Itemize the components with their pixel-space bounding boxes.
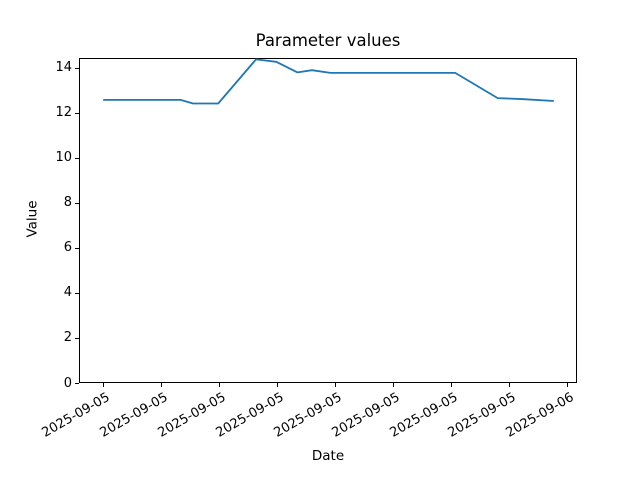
plot-area <box>79 58 577 383</box>
y-tick-label: 14 <box>55 60 72 76</box>
x-tick-mark <box>103 383 105 387</box>
y-tick-mark <box>75 293 79 294</box>
series-line <box>103 58 554 105</box>
axes-spines <box>79 58 577 383</box>
y-tick-mark <box>75 202 79 204</box>
y-tick-mark <box>75 67 79 69</box>
x-tick-mark <box>393 383 395 387</box>
x-tick-mark <box>219 383 221 387</box>
x-tick-mark <box>335 383 337 387</box>
x-tick-mark <box>161 383 163 387</box>
y-tick-mark <box>75 157 79 159</box>
y-tick-mark <box>75 338 79 339</box>
y-tick-mark <box>75 112 79 114</box>
y-axis-label: Value <box>24 200 41 238</box>
x-tick-mark <box>509 383 511 387</box>
x-tick-mark <box>277 383 279 387</box>
y-tick-label: 2 <box>63 330 72 346</box>
y-tick-label: 10 <box>55 150 72 166</box>
x-tick-mark <box>451 383 453 387</box>
y-tick-label: 6 <box>63 240 72 256</box>
line-plot-canvas <box>79 58 577 383</box>
y-tick-mark <box>75 383 79 384</box>
y-tick-label: 0 <box>63 375 72 391</box>
x-tick-mark <box>567 383 569 387</box>
y-tick-mark <box>75 248 79 249</box>
y-tick-label: 8 <box>63 195 72 211</box>
chart-title: Parameter values <box>255 31 401 50</box>
y-tick-label: 4 <box>63 285 72 301</box>
x-axis-label: Date <box>311 448 345 464</box>
y-tick-label: 12 <box>55 105 72 121</box>
